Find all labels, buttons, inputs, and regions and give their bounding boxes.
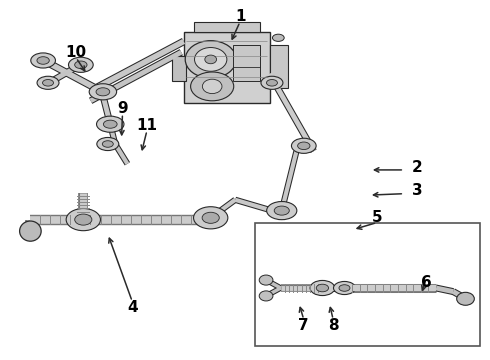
Bar bbox=[233, 45, 260, 81]
Ellipse shape bbox=[267, 202, 297, 220]
Bar bbox=[172, 56, 186, 81]
Ellipse shape bbox=[274, 206, 289, 215]
Ellipse shape bbox=[310, 280, 335, 296]
Ellipse shape bbox=[37, 57, 49, 64]
Text: 6: 6 bbox=[421, 275, 432, 290]
Bar bbox=[184, 32, 270, 103]
Text: 11: 11 bbox=[137, 118, 157, 134]
Text: 2: 2 bbox=[412, 160, 422, 175]
Text: 4: 4 bbox=[127, 300, 138, 315]
Text: 5: 5 bbox=[372, 210, 383, 225]
Ellipse shape bbox=[202, 212, 219, 223]
Ellipse shape bbox=[20, 221, 41, 241]
Ellipse shape bbox=[89, 84, 117, 100]
Ellipse shape bbox=[185, 41, 236, 78]
Ellipse shape bbox=[97, 138, 119, 150]
Ellipse shape bbox=[292, 138, 316, 153]
Ellipse shape bbox=[272, 34, 284, 41]
Bar bbox=[194, 22, 260, 32]
Ellipse shape bbox=[316, 284, 329, 292]
Text: 10: 10 bbox=[65, 45, 87, 60]
Ellipse shape bbox=[31, 53, 55, 68]
Ellipse shape bbox=[457, 292, 474, 305]
Ellipse shape bbox=[195, 48, 227, 71]
Ellipse shape bbox=[297, 142, 310, 150]
Ellipse shape bbox=[339, 285, 350, 291]
Text: 7: 7 bbox=[298, 318, 309, 333]
Ellipse shape bbox=[202, 79, 222, 94]
Text: 8: 8 bbox=[328, 318, 339, 333]
Bar bbox=[255, 223, 480, 346]
Ellipse shape bbox=[259, 275, 273, 285]
Ellipse shape bbox=[261, 76, 283, 89]
Text: 1: 1 bbox=[235, 9, 245, 24]
Ellipse shape bbox=[96, 88, 110, 96]
Text: 9: 9 bbox=[117, 100, 128, 116]
Ellipse shape bbox=[191, 72, 234, 101]
Ellipse shape bbox=[97, 116, 124, 132]
Ellipse shape bbox=[259, 291, 273, 301]
Ellipse shape bbox=[103, 120, 117, 128]
Ellipse shape bbox=[74, 214, 92, 225]
Ellipse shape bbox=[43, 80, 53, 86]
Ellipse shape bbox=[194, 207, 228, 229]
Ellipse shape bbox=[74, 61, 87, 68]
Text: 3: 3 bbox=[412, 183, 422, 198]
Ellipse shape bbox=[267, 80, 277, 86]
Ellipse shape bbox=[69, 57, 93, 72]
Ellipse shape bbox=[102, 141, 113, 147]
Ellipse shape bbox=[37, 76, 59, 89]
Ellipse shape bbox=[66, 208, 100, 231]
Ellipse shape bbox=[334, 282, 355, 294]
Bar bbox=[270, 45, 288, 88]
Ellipse shape bbox=[205, 55, 217, 64]
